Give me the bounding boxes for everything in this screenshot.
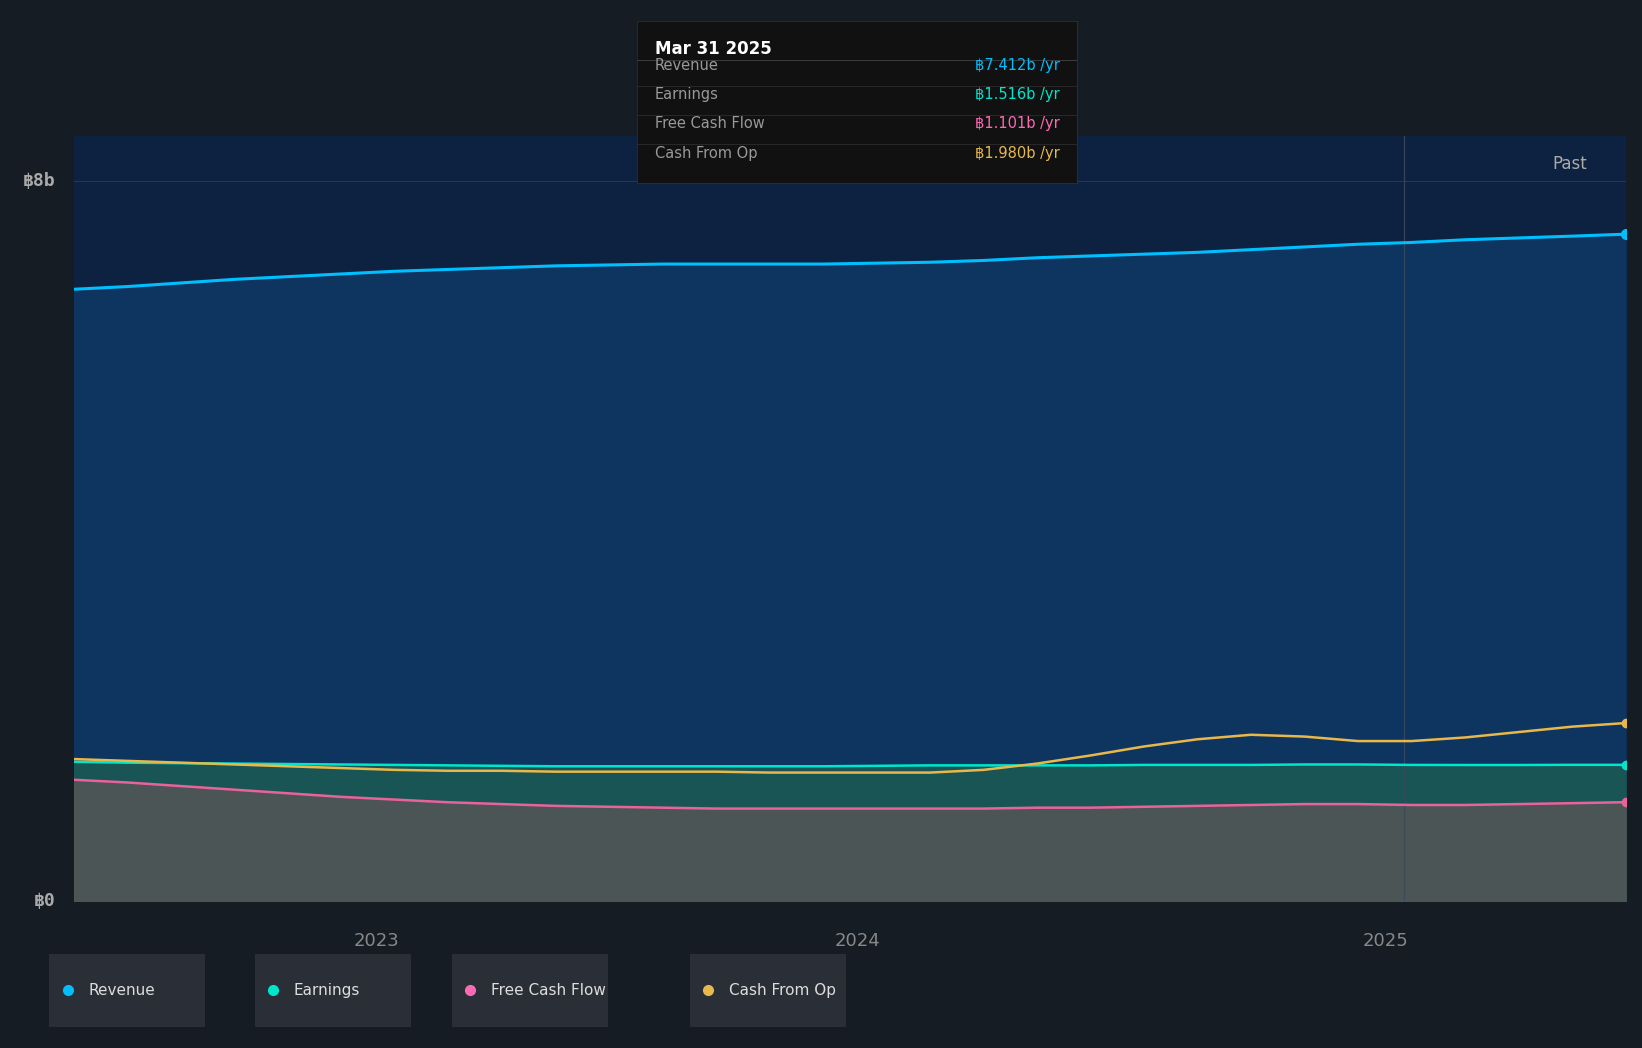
Text: Earnings: Earnings	[294, 983, 360, 998]
Text: ฿0: ฿0	[33, 892, 56, 911]
Text: 2025: 2025	[1363, 932, 1407, 949]
Text: Mar 31 2025: Mar 31 2025	[655, 41, 772, 59]
Text: ฿1.101b /yr: ฿1.101b /yr	[975, 116, 1059, 131]
Text: Free Cash Flow: Free Cash Flow	[655, 116, 765, 131]
Text: Revenue: Revenue	[655, 58, 719, 73]
Text: 2024: 2024	[834, 932, 880, 949]
Text: Past: Past	[1552, 155, 1586, 173]
Text: Cash From Op: Cash From Op	[729, 983, 836, 998]
Text: Free Cash Flow: Free Cash Flow	[491, 983, 606, 998]
Text: Cash From Op: Cash From Op	[655, 146, 757, 160]
Text: Revenue: Revenue	[89, 983, 154, 998]
Text: ฿1.980b /yr: ฿1.980b /yr	[975, 146, 1059, 160]
Text: ฿1.516b /yr: ฿1.516b /yr	[975, 87, 1059, 103]
Text: ฿8b: ฿8b	[23, 172, 56, 191]
Text: 2023: 2023	[353, 932, 399, 949]
Text: ฿7.412b /yr: ฿7.412b /yr	[975, 58, 1059, 73]
Text: Earnings: Earnings	[655, 87, 719, 103]
